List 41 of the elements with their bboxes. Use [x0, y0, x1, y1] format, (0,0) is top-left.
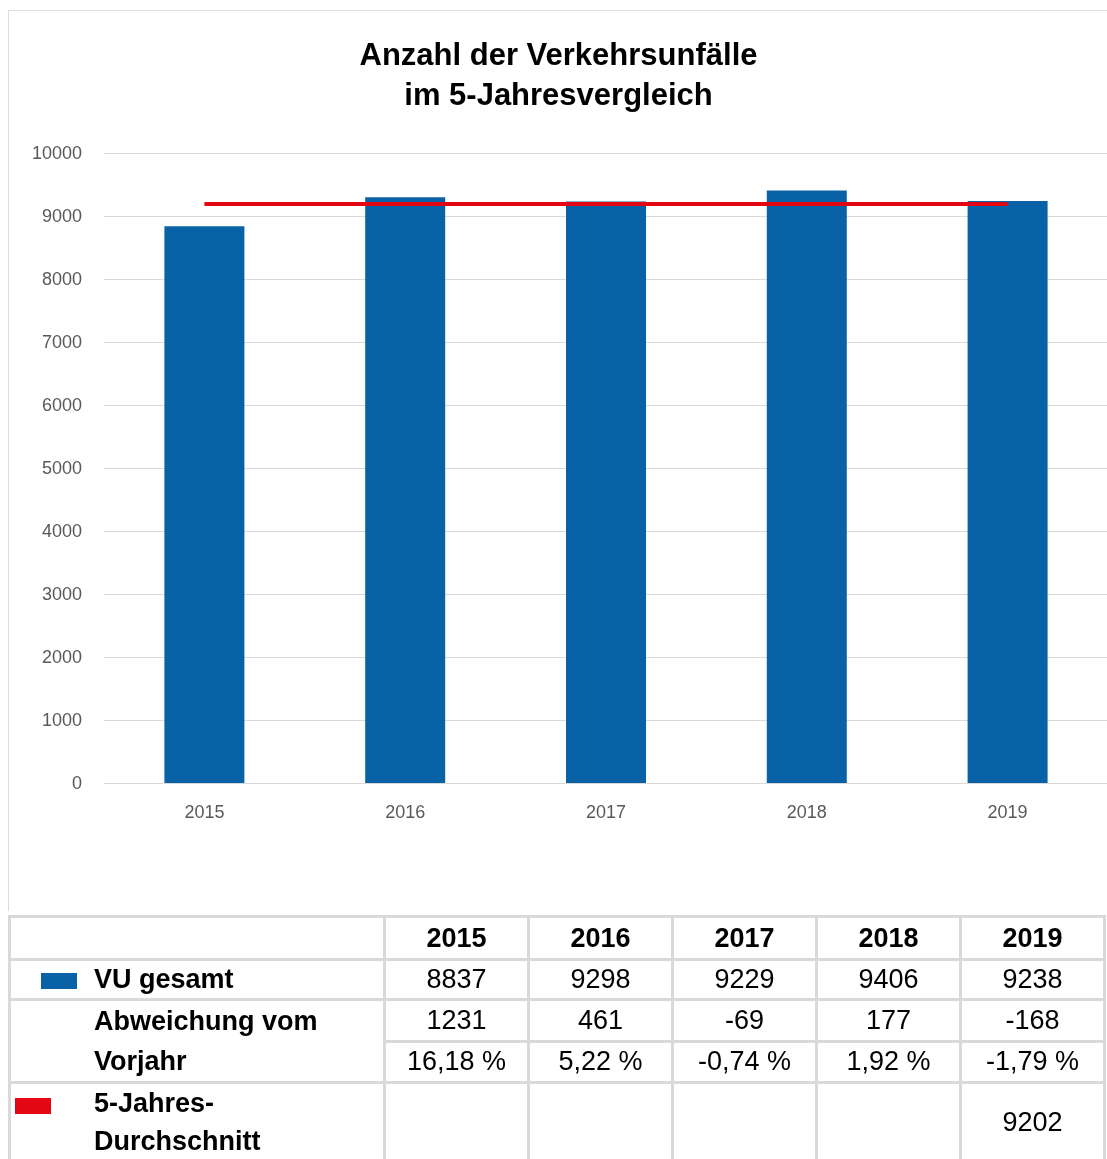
- x-tick-label: 2019: [987, 802, 1028, 822]
- text: Abweichung vom Vorjahr: [11, 1001, 383, 1081]
- text: 9406: [818, 961, 959, 998]
- y-tick-label: 7000: [41, 332, 82, 352]
- text: 1,92 %: [818, 1042, 959, 1081]
- text: -1,79 %: [962, 1042, 1103, 1081]
- y-tick-label: 2000: [41, 647, 82, 667]
- x-tick-label: 2015: [184, 802, 225, 822]
- category-label: 2017: [714, 922, 775, 953]
- y-tick-label: 3000: [41, 584, 82, 604]
- text: 1231: [386, 1001, 527, 1040]
- category-label: 2016: [570, 922, 631, 953]
- category-label: 2015: [426, 922, 487, 953]
- y-tick-label: 0: [71, 773, 82, 793]
- category-label: 2018: [858, 922, 919, 953]
- legend-label: 5-Jahres-Durchschnitt: [11, 1084, 383, 1159]
- text: 5,22 %: [530, 1042, 671, 1081]
- category-label: 2019: [1002, 922, 1063, 953]
- y-tick-label: 9000: [41, 206, 82, 226]
- y-tick-label: 4000: [41, 521, 82, 541]
- text: 9229: [674, 961, 815, 998]
- text: 9298: [530, 961, 671, 998]
- text: 9238: [962, 961, 1103, 998]
- y-tick-label: 5000: [41, 458, 82, 478]
- legend-label: VU gesamt: [11, 961, 383, 998]
- y-tick-label: 10000: [31, 143, 82, 163]
- y-tick-label: 6000: [41, 395, 82, 415]
- x-tick-label: 2017: [585, 802, 627, 822]
- text: 8837: [386, 961, 527, 998]
- text: 16,18 %: [386, 1042, 527, 1081]
- x-tick-label: 2018: [786, 802, 827, 822]
- text: 461: [530, 1001, 671, 1040]
- y-tick-label: 8000: [41, 269, 82, 289]
- text: -0,74 %: [674, 1042, 815, 1081]
- text: 9202: [962, 1084, 1103, 1159]
- text: 177: [818, 1001, 959, 1040]
- x-tick-label: 2016: [385, 802, 426, 822]
- y-tick-label: 1000: [41, 710, 82, 730]
- chart-title: Anzahl der Verkehrsunfälle im 5-Jahresvergleich: [359, 36, 758, 112]
- text: -69: [674, 1001, 815, 1040]
- text: -168: [962, 1001, 1103, 1040]
